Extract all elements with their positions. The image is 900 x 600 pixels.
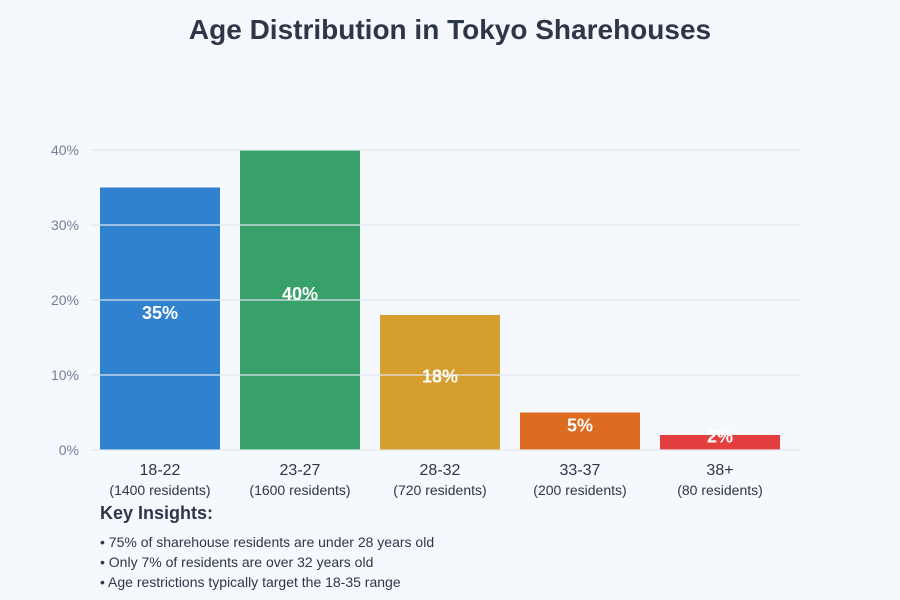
x-sublabel: (200 residents) [533, 482, 626, 498]
insight-item: • Only 7% of residents are over 32 years… [100, 554, 374, 570]
insight-item: • Age restrictions typically target the … [100, 574, 401, 590]
x-tick-label: 18-22 [140, 462, 181, 479]
value-label: 35% [142, 303, 178, 323]
value-label: 5% [567, 415, 593, 435]
y-tick-label: 30% [51, 217, 79, 233]
chart-title: Age Distribution in Tokyo Sharehouses [188, 14, 712, 45]
x-sublabel: (720 residents) [393, 482, 486, 498]
bar-18-22 [100, 187, 220, 450]
bar-38+ [660, 435, 780, 450]
bar-33-37 [520, 412, 640, 450]
value-label: 40% [282, 284, 318, 304]
value-label: 18% [422, 367, 458, 387]
insights-heading: Key Insights: [100, 503, 214, 523]
value-label: 2% [707, 427, 733, 447]
x-sublabel: (80 residents) [677, 482, 763, 498]
x-sublabel: (1400 residents) [109, 482, 210, 498]
x-tick-label: 33-37 [560, 462, 601, 479]
x-tick-label: 38+ [706, 462, 733, 479]
y-tick-label: 20% [51, 292, 79, 308]
x-sublabel: (1600 residents) [249, 482, 350, 498]
y-tick-label: 10% [51, 367, 79, 383]
insight-item: • 75% of sharehouse residents are under … [100, 534, 435, 550]
bar-28-32 [380, 315, 500, 450]
x-tick-label: 23-27 [280, 462, 321, 479]
x-tick-label: 28-32 [420, 462, 461, 479]
key-insights: Key Insights: • 75% of sharehouse reside… [100, 503, 434, 592]
y-tick-label: 40% [51, 142, 79, 158]
y-tick-label: 0% [59, 442, 79, 458]
